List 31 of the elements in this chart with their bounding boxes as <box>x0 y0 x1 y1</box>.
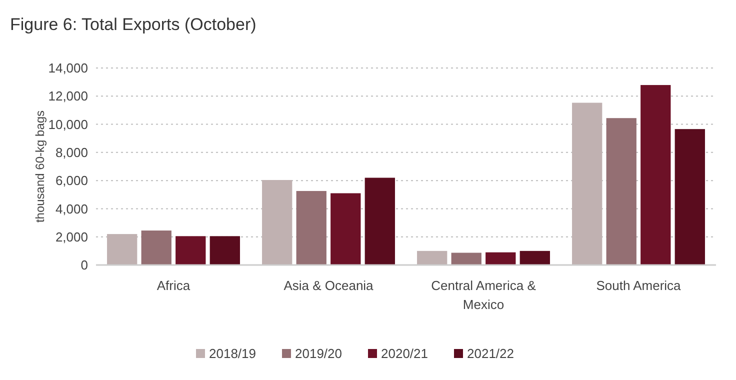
bar <box>451 252 482 265</box>
y-tick-label: 4,000 <box>55 201 88 216</box>
y-tick-label: 12,000 <box>48 88 88 104</box>
legend-label: 2019/20 <box>295 346 342 361</box>
x-tick-label: Africa <box>156 278 191 293</box>
y-tick-label: 14,000 <box>48 60 88 76</box>
bar <box>364 178 395 265</box>
y-tick-label: 2,000 <box>55 229 88 244</box>
x-tick-label: South America <box>596 278 682 293</box>
y-tick-label: 6,000 <box>55 173 88 188</box>
bar <box>606 118 636 265</box>
bar <box>520 250 550 265</box>
bar <box>330 193 361 265</box>
chart-title: Figure 6: Total Exports (October) <box>10 15 256 34</box>
y-tick-label: 0 <box>80 258 88 273</box>
bar <box>176 236 206 265</box>
bar <box>640 85 671 265</box>
legend-label: 2020/21 <box>381 346 428 361</box>
bar <box>417 250 448 265</box>
bar <box>141 230 172 265</box>
y-tick-label: 10,000 <box>48 116 88 132</box>
y-tick-label: 8,000 <box>55 144 88 160</box>
x-tick-label: Central America & Mexico <box>431 278 536 312</box>
bar <box>210 236 240 265</box>
x-tick-label: Asia & Oceania <box>284 278 374 293</box>
bar <box>674 129 705 265</box>
bar <box>296 190 326 265</box>
y-axis-title: thousand 60-kg bags <box>33 110 47 223</box>
bar <box>486 252 516 265</box>
legend-label: 2018/19 <box>209 346 256 361</box>
legend-label: 2021/22 <box>467 346 514 361</box>
